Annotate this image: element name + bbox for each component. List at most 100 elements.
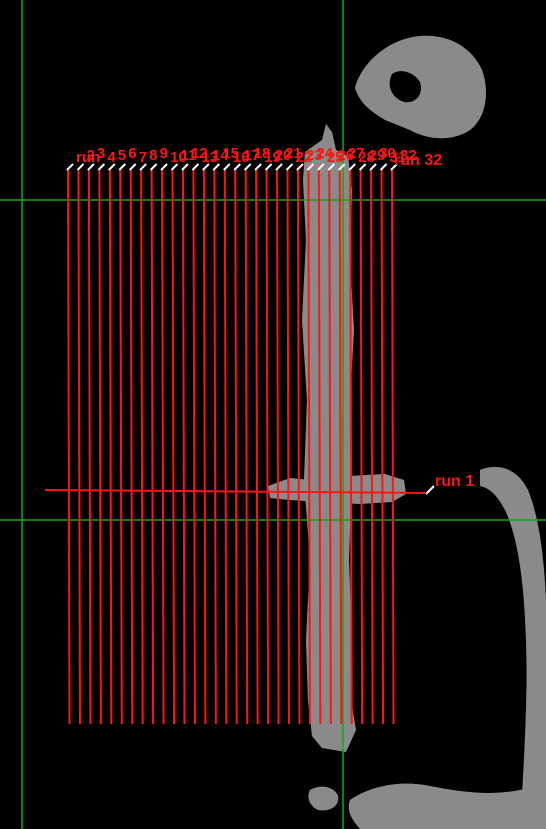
run-1-line[interactable]: [44, 489, 426, 494]
run-line-18[interactable]: [234, 169, 238, 725]
run-label-fragment: 7: [139, 149, 147, 166]
run-line-5[interactable]: [98, 169, 102, 725]
run-ticks: [66, 163, 398, 171]
run-label-fragment: 21: [285, 145, 302, 162]
run-label-fragment: 26: [337, 147, 354, 164]
run-label-fragment: 8: [149, 147, 157, 164]
run-label-fragment: 5: [118, 147, 126, 164]
run-tick-4: [87, 163, 95, 171]
run-tick-33: [390, 163, 398, 171]
vertical-runs: [67, 169, 395, 725]
run-label-fragment: 11: [181, 147, 197, 164]
run-tick-11: [160, 163, 168, 171]
run-line-13[interactable]: [181, 169, 186, 725]
run-tick-25: [306, 163, 315, 171]
run-line-26[interactable]: [317, 169, 322, 725]
run-line-19[interactable]: [244, 169, 249, 725]
run-line-14[interactable]: [192, 169, 196, 725]
run-line-7[interactable]: [119, 169, 123, 725]
run-label-fragment: 10: [170, 149, 187, 166]
run-tick-7: [118, 163, 126, 171]
run-line-33[interactable]: [391, 169, 395, 725]
run-tick-21: [264, 163, 273, 171]
run-line-29[interactable]: [349, 169, 353, 725]
run-label-fragment: 29: [369, 147, 386, 164]
run-line-25[interactable]: [307, 169, 311, 725]
run-tick-12: [170, 163, 179, 171]
run-tick-20: [254, 163, 262, 171]
run-label-fragment: 6: [128, 145, 136, 162]
run-label-fragment: 18: [254, 145, 271, 162]
run-label-fragment: 31: [390, 149, 407, 166]
run-label-fragment: 30: [379, 145, 396, 162]
run-line-16[interactable]: [213, 169, 217, 725]
run-label-fragment: 3: [97, 145, 105, 162]
run-tick-30: [358, 163, 367, 171]
run-tick-32: [379, 163, 388, 171]
run-tick-14: [191, 163, 200, 171]
run-line-12[interactable]: [171, 169, 176, 725]
run-tick-17: [223, 163, 231, 171]
run-line-27[interactable]: [328, 169, 332, 725]
run-tick-19: [243, 163, 252, 171]
run-line-17[interactable]: [223, 169, 228, 725]
run-label-fragment: 17: [243, 147, 260, 164]
run-line-21[interactable]: [265, 169, 270, 725]
run-label-fragment: 28: [358, 149, 375, 166]
run-label-fragment: 27: [348, 145, 365, 162]
tissue-fragment-right: [480, 466, 546, 829]
run-label-fragment: 12: [191, 145, 208, 162]
run-line-15[interactable]: [202, 169, 207, 725]
run-label-fragment: 25: [327, 149, 344, 166]
run-tick-28: [338, 163, 346, 171]
run-label-fragment: 4: [107, 149, 116, 166]
run-label-fragment: 13: [201, 149, 218, 166]
run-1-tick: [425, 485, 435, 495]
run-line-30[interactable]: [359, 169, 364, 725]
run-tick-6: [108, 163, 116, 171]
run-tick-29: [348, 163, 356, 171]
run-tick-24: [296, 163, 304, 171]
run-line-32[interactable]: [380, 169, 385, 725]
run-line-11[interactable]: [161, 169, 165, 725]
run-line-23[interactable]: [286, 169, 290, 725]
run-label-fragment: 16: [233, 149, 250, 166]
run-label-fragment: 2: [86, 147, 94, 164]
run-label-fragment: 15: [222, 145, 239, 162]
run-tick-2: [66, 163, 74, 171]
run-line-31[interactable]: [370, 169, 374, 725]
tissue-fragment-bottom: [348, 783, 546, 829]
run-line-3[interactable]: [77, 169, 81, 725]
run-tick-8: [129, 163, 137, 171]
run-label-fragment: 20: [275, 147, 292, 164]
run-1[interactable]: run 1: [44, 473, 474, 495]
run-32-label: run 32: [394, 152, 442, 169]
run-line-9[interactable]: [140, 169, 144, 725]
run-tick-13: [181, 163, 189, 171]
run-tick-3: [76, 163, 85, 171]
run-tick-26: [317, 163, 325, 171]
run-label-fragment: 22: [295, 149, 312, 166]
run-line-10[interactable]: [150, 169, 155, 725]
run-tick-22: [275, 163, 283, 171]
run-line-4[interactable]: [87, 169, 92, 725]
run-label-fragment: run: [76, 149, 100, 166]
run-line-6[interactable]: [108, 169, 113, 725]
run-line-28[interactable]: [338, 169, 343, 725]
run-line-20[interactable]: [255, 169, 259, 725]
run-tick-27: [327, 163, 335, 171]
run-line-8[interactable]: [129, 169, 134, 725]
run-tick-5: [97, 163, 106, 171]
run-line-2[interactable]: [67, 169, 71, 725]
run-line-22[interactable]: [276, 169, 280, 725]
run-line-24[interactable]: [296, 169, 301, 725]
run-tick-16: [212, 163, 221, 171]
run-tick-23: [285, 163, 294, 171]
run-tick-15: [202, 163, 210, 171]
run-label-fragment: 9: [160, 145, 168, 162]
run-label-fragment: 23: [306, 147, 323, 164]
